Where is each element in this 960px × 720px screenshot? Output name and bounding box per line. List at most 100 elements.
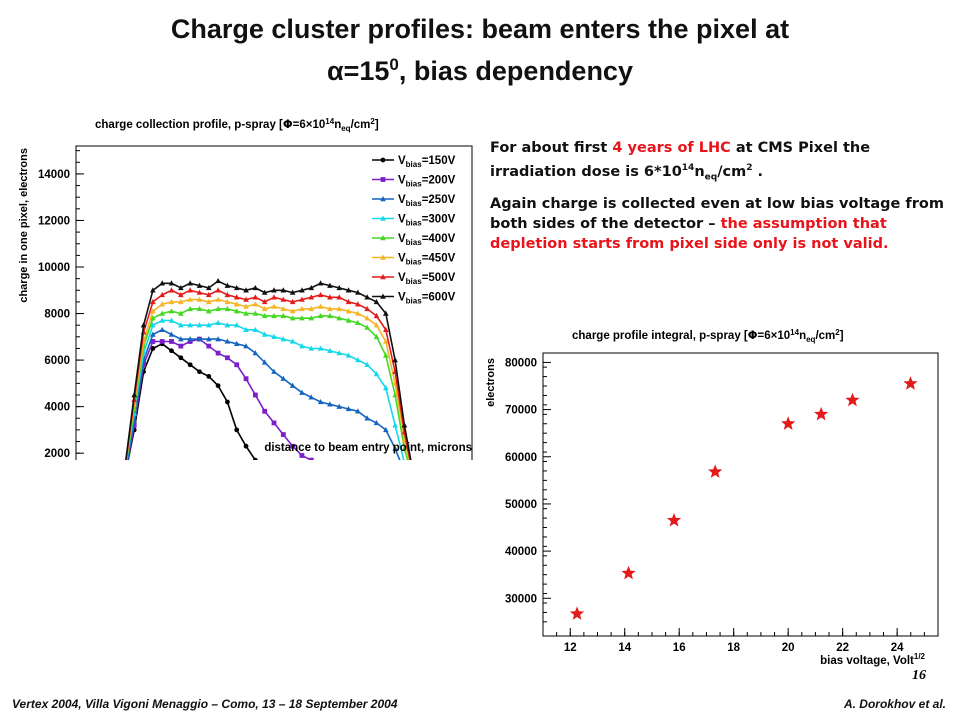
chart1-data-point (215, 383, 221, 389)
chart1-data-point (252, 294, 259, 300)
chart1-data-point (205, 336, 212, 342)
chart1-data-point (355, 301, 361, 307)
title-alpha: α=15 (327, 56, 390, 86)
chart1-data-point (336, 284, 343, 291)
chart1-data-point (299, 287, 305, 293)
chart1-data-point (392, 422, 398, 428)
chart1-legend-label: Vbias=200V (398, 175, 456, 189)
chart1-series-5 (125, 296, 410, 460)
chart1-data-point (327, 294, 333, 300)
chart1-data-point (225, 355, 230, 361)
chart2-x-tick-label: 24 (891, 642, 904, 654)
chart1-data-point (178, 298, 184, 305)
chart1-data-point (234, 362, 240, 368)
chart1-data-point (289, 308, 296, 314)
charge-integral-chart: charge profile integral, p-spray [Φ=6×10… (485, 328, 939, 667)
chart1-legend-entry: Vbias=250V (372, 194, 456, 208)
chart1-legend-label: Vbias=250V (398, 194, 456, 208)
chart1-data-point (373, 419, 380, 426)
chart1-data-point (299, 305, 305, 312)
chart1-data-point (355, 408, 361, 414)
chart1-data-point (345, 317, 352, 323)
description-paragraph-2: Again charge is collected even at low bi… (490, 196, 944, 252)
chart1-data-point (364, 294, 370, 300)
chart1-data-point (327, 282, 333, 288)
slide-title-line2: α=150, bias dependency (0, 48, 960, 88)
chart1-data-point (187, 362, 193, 368)
chart1-data-point (243, 303, 249, 309)
chart1-data-point (373, 298, 380, 305)
chart1-y-tick-label: 12000 (38, 215, 70, 227)
chart2-y-tick-label: 70000 (505, 405, 537, 417)
chart1-data-point (364, 361, 370, 367)
chart1-data-point (327, 347, 333, 353)
chart1-data-point (168, 308, 175, 314)
chart1-data-point (178, 322, 184, 328)
chart1-legend-entry: Vbias=300V (372, 214, 456, 228)
chart1-data-point (345, 405, 352, 412)
chart2-data-point (666, 512, 682, 527)
chart1-data-point (383, 338, 389, 344)
chart2-data-point (903, 376, 918, 390)
chart1-data-point (178, 291, 184, 298)
chart1-data-point (261, 298, 268, 305)
chart1-data-point (355, 319, 361, 326)
chart1-frame (75, 145, 473, 460)
chart1-data-point (197, 369, 202, 375)
chart1-ylabel: charge in one pixel, electrons (18, 148, 30, 303)
slide-title-line1: Charge cluster profiles: beam enters the… (170, 14, 790, 44)
chart1-data-point (280, 432, 286, 437)
chart1-data-point (233, 294, 240, 300)
chart1-data-point (364, 415, 370, 421)
chart1-data-point (262, 408, 268, 414)
chart1-data-point (205, 308, 212, 314)
chart1-data-point (243, 376, 249, 382)
chart1-data-point (261, 312, 268, 319)
chart1-data-point (196, 305, 203, 312)
chart1-data-point (317, 303, 324, 309)
charge-profile-chart: charge collection profile, p-spray [Φ=6×… (18, 117, 473, 460)
chart1-data-point (401, 422, 408, 428)
chart1-data-point (280, 336, 287, 342)
chart1-data-point (215, 296, 221, 302)
chart1-data-point (308, 345, 315, 351)
chart1-data-point (290, 443, 296, 449)
chart1-data-point (150, 298, 156, 305)
title-degree: 0 (389, 55, 399, 74)
chart2-x-tick-label: 12 (564, 642, 577, 654)
chart1-data-point (345, 287, 352, 293)
chart1-data-point (196, 289, 203, 295)
chart1-data-point (150, 287, 156, 293)
chart1-legend-entry: Vbias=450V (372, 253, 456, 267)
chart1-data-point (308, 394, 315, 400)
chart1-legend-label: Vbias=400V (398, 233, 456, 247)
chart1-data-point (140, 322, 147, 328)
chart1-legend-marker (380, 177, 386, 182)
chart1-data-point (345, 352, 352, 358)
chart1-data-point (261, 331, 268, 337)
chart1-data-point (159, 310, 165, 316)
chart2-y-tick-label: 30000 (505, 593, 537, 605)
chart1-data-point (159, 291, 165, 298)
chart1-data-point (243, 343, 249, 349)
chart1-data-point (196, 282, 203, 288)
chart1-data-point (215, 305, 221, 312)
chart1-data-point (187, 336, 193, 342)
chart1-series-line (127, 342, 257, 460)
chart1-data-point (243, 443, 249, 449)
chart2-x-tick-label: 16 (673, 642, 686, 654)
title-suffix: , bias dependency (398, 56, 633, 86)
chart1-data-point (233, 308, 240, 314)
chart1-legend-marker (380, 157, 386, 163)
chart1-legend-entry: Vbias=600V (372, 292, 456, 306)
chart1-y-tick-label: 14000 (38, 169, 70, 181)
chart1-data-point (252, 284, 259, 291)
chart1-data-point (336, 403, 343, 409)
chart1-data-point (233, 340, 240, 346)
chart1-data-point (404, 459, 405, 460)
chart1-data-point (215, 277, 221, 284)
chart1-data-point (308, 305, 315, 312)
chart1-legend-marker (380, 274, 386, 280)
chart1-data-point (159, 326, 165, 333)
chart1-data-point (215, 319, 221, 326)
